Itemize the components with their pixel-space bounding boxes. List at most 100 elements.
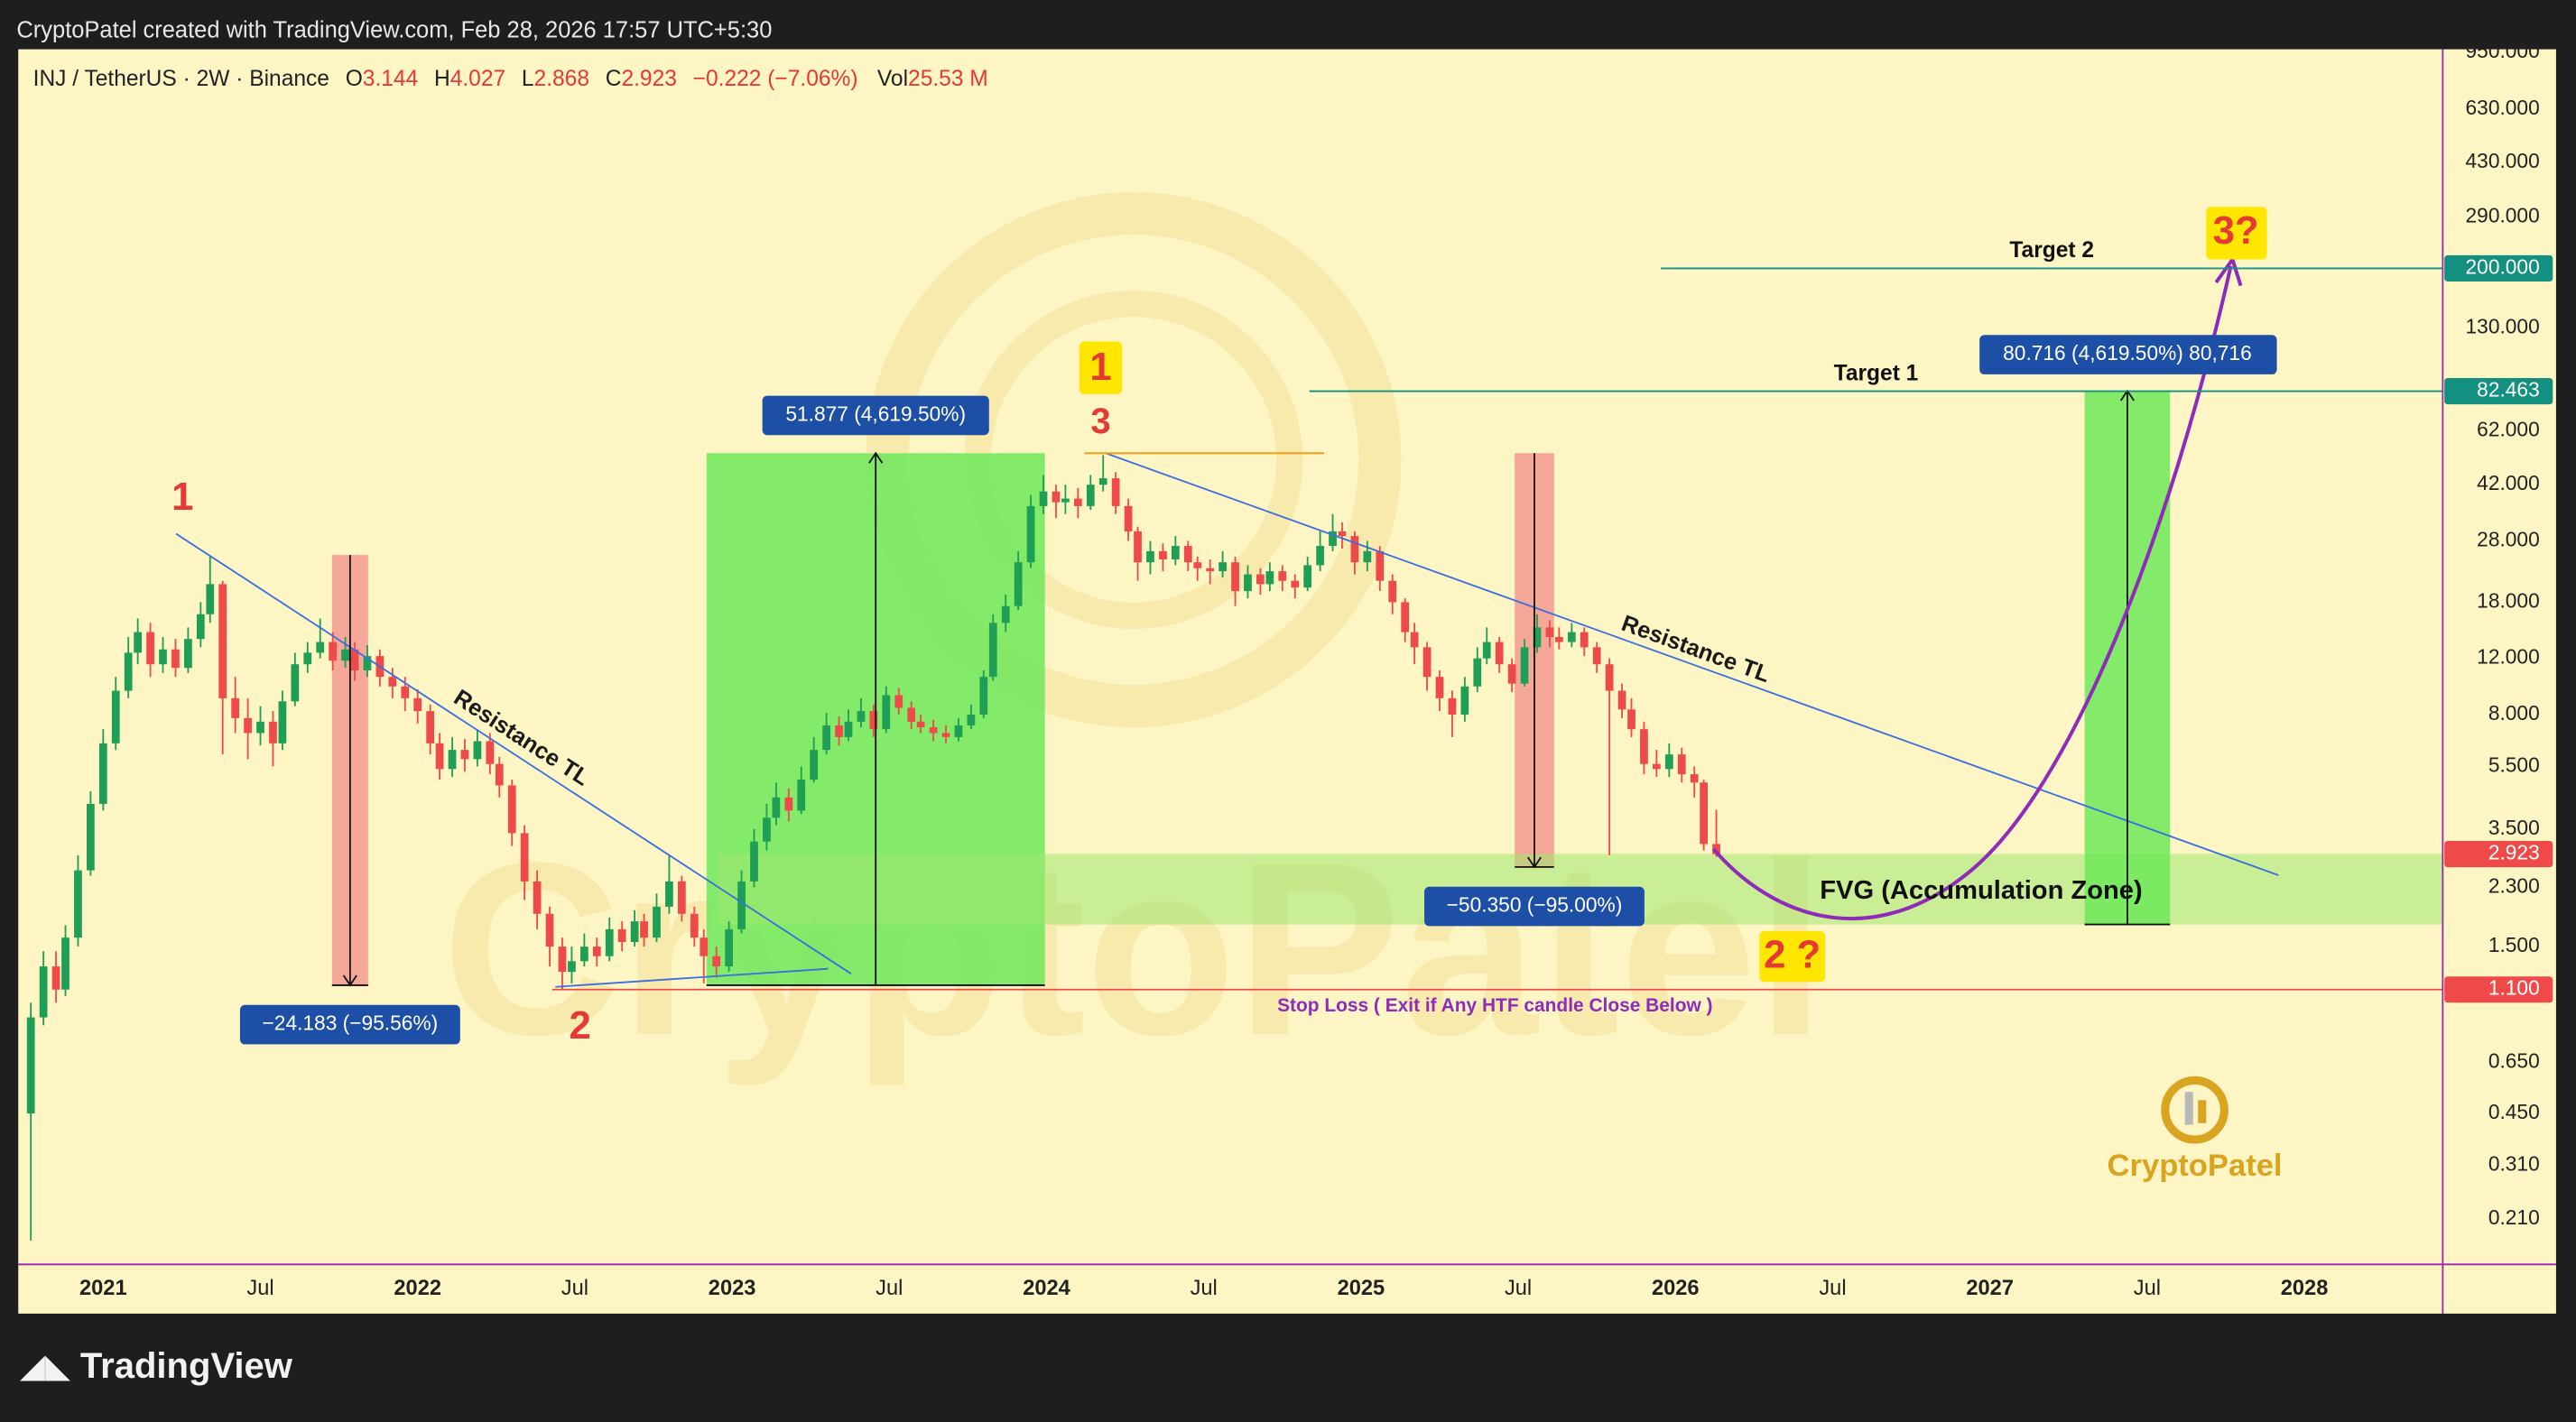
- candle-body: [291, 664, 300, 702]
- legend: INJ / TetherUS · 2W · Binance O3.144 H4.…: [33, 68, 988, 92]
- arrow-head: [1526, 856, 1543, 869]
- candle-body: [1291, 580, 1300, 588]
- candle-body: [231, 697, 240, 718]
- y-tick-label: 0.310: [2488, 1151, 2540, 1175]
- candle-body: [1555, 636, 1563, 642]
- candle-body: [269, 721, 277, 743]
- candle-body: [700, 937, 709, 956]
- candle-body: [1482, 642, 1491, 659]
- x-tick-label: 2024: [1023, 1277, 1070, 1300]
- y-tick-label: 430.000: [2466, 149, 2540, 172]
- candle-body: [1014, 562, 1023, 606]
- axes: 950.000 630.000 430.000 290.000 130.000 62.00…: [18, 39, 2556, 1314]
- x-tick-label: 2028: [2281, 1277, 2329, 1300]
- candle-body: [677, 881, 686, 914]
- candle-body: [146, 632, 154, 665]
- annotation: −50.350 (−95.00%): [1447, 893, 1623, 917]
- y-tick-label: 42.000: [2477, 471, 2540, 494]
- annotation-box: [239, 1004, 460, 1045]
- candle-body: [1219, 562, 1227, 572]
- y-tick-label: 0.210: [2488, 1205, 2540, 1229]
- candle-body: [329, 642, 338, 661]
- y-tick-label: 8.000: [2488, 701, 2540, 725]
- support-line: [555, 967, 829, 988]
- candle-body: [1495, 642, 1504, 665]
- x-tick-label: Jul: [561, 1277, 588, 1300]
- x-tick-label: Jul: [1505, 1277, 1532, 1300]
- candle-body: [1338, 531, 1347, 537]
- candle-body: [568, 961, 576, 973]
- candle-body: [98, 743, 107, 804]
- candle-body: [1183, 546, 1192, 563]
- chart-area: [18, 49, 2556, 1314]
- annotation: Stop Loss ( Exit if Any HTF candle Close…: [1277, 995, 1712, 1016]
- x-tick-label: 2025: [1338, 1277, 1385, 1300]
- high-value: 4.027: [450, 68, 505, 92]
- candle-body: [750, 841, 758, 882]
- candle-body: [413, 697, 422, 712]
- candle-body: [1473, 658, 1482, 687]
- candle-body: [1653, 763, 1661, 770]
- y-tick-label: 130.000: [2466, 315, 2540, 338]
- candle-body: [1329, 531, 1337, 547]
- candle-body: [1460, 686, 1469, 715]
- candle-body: [1422, 647, 1432, 678]
- price-label: 200.000: [2466, 254, 2540, 278]
- candle-body: [1605, 664, 1614, 691]
- candle-body: [882, 695, 891, 730]
- candle-body: [460, 750, 469, 760]
- candle-body: [486, 741, 495, 764]
- annotation: 51.877 (4,619.50%): [785, 402, 966, 425]
- candle-body: [1617, 690, 1626, 710]
- candle-body: [579, 946, 588, 962]
- logo-candle: [2198, 1100, 2207, 1123]
- candle-body: [1520, 647, 1529, 684]
- ohlc-label: H: [434, 68, 450, 92]
- candle-body: [171, 649, 180, 669]
- y-tick-label: 62.000: [2477, 417, 2540, 440]
- arrow-head: [868, 451, 884, 464]
- candle-body: [1690, 774, 1699, 783]
- annotation-box: [1979, 335, 2277, 374]
- candle-body: [350, 649, 359, 671]
- candle-body: [784, 797, 793, 811]
- candle-body: [134, 632, 143, 653]
- annotation: Target 1: [1834, 361, 1919, 385]
- candle-body: [1435, 677, 1444, 698]
- candle-body: [401, 686, 410, 698]
- ohlc-label: C: [606, 68, 622, 92]
- annotation-box: [2206, 207, 2267, 260]
- symbol: INJ / TetherUS · 2W · Binance: [33, 68, 329, 92]
- candle-body: [967, 714, 976, 725]
- annotation: 1: [171, 475, 193, 519]
- candle-body: [426, 711, 435, 743]
- y-tick-label: 3.500: [2488, 816, 2540, 839]
- candle-body: [520, 833, 529, 882]
- y-tick-label: 1.500: [2488, 933, 2540, 956]
- volume-label: Vol: [877, 68, 908, 92]
- candle-body: [941, 733, 950, 737]
- x-tick-label: Jul: [2134, 1277, 2161, 1300]
- brand-icon: ◢◣: [20, 1347, 70, 1384]
- candle-body: [1448, 697, 1457, 715]
- candle-body: [1061, 498, 1070, 503]
- candle-body: [1278, 571, 1287, 581]
- candle-body: [640, 921, 648, 938]
- arrow-head: [342, 974, 357, 987]
- annotation: −24.183 (−95.56%): [263, 1011, 439, 1035]
- candle-body: [1303, 565, 1312, 588]
- candle-body: [617, 928, 626, 943]
- logo-text: CryptoPatel: [2108, 1149, 2283, 1183]
- candle-body: [1664, 754, 1673, 770]
- annotation: FVG (Accumulation Zone): [1820, 876, 2142, 905]
- candle-body: [159, 649, 167, 665]
- candle-body: [630, 921, 639, 943]
- candle-body: [690, 913, 699, 938]
- annotation: 3: [1090, 402, 1110, 441]
- candle-body: [51, 966, 60, 990]
- candle-body: [1244, 574, 1252, 592]
- candle-body: [388, 677, 397, 687]
- candle-body: [256, 721, 264, 734]
